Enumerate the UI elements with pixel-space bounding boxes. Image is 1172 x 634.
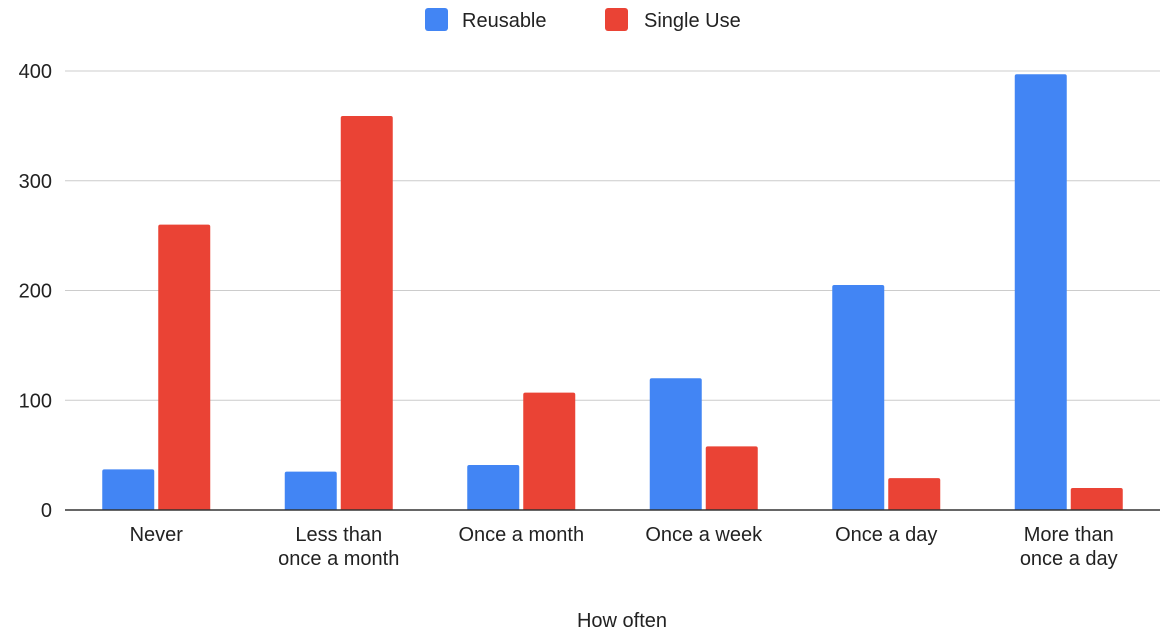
x-tick-label-line: Never bbox=[130, 524, 184, 546]
bar-single-use bbox=[1070, 488, 1123, 510]
y-tick-label: 300 bbox=[19, 171, 52, 193]
legend-swatch bbox=[605, 8, 628, 31]
x-axis-title: How often bbox=[577, 610, 667, 632]
x-tick-label: More than once a day bbox=[1020, 524, 1118, 570]
x-tick-label: Once a week bbox=[645, 524, 763, 546]
bar-reusable bbox=[832, 285, 885, 510]
bar-reusable bbox=[649, 378, 702, 510]
legend-label: Single Use bbox=[644, 10, 741, 32]
x-tick-label-line: Once a month bbox=[458, 524, 584, 546]
x-tick-label: Less than once a month bbox=[278, 524, 399, 570]
bar-reusable bbox=[467, 465, 520, 510]
x-tick-label: Never bbox=[130, 524, 184, 546]
legend-label: Reusable bbox=[462, 10, 547, 32]
x-tick-label: Once a month bbox=[458, 524, 584, 546]
bar-single-use bbox=[158, 224, 211, 510]
bar-reusable bbox=[102, 469, 155, 510]
x-tick-label-line: Less than bbox=[295, 524, 382, 546]
bar-single-use bbox=[523, 392, 576, 510]
y-axis-ticks: 0 100 200 300 400 bbox=[19, 61, 52, 522]
x-tick-label-line: More than bbox=[1024, 524, 1114, 546]
gridlines bbox=[65, 70, 1160, 401]
legend-swatch bbox=[425, 8, 448, 31]
x-tick-label: Once a day bbox=[835, 524, 937, 546]
x-axis-labels: Never Less than once a month Once a month On… bbox=[130, 524, 1118, 570]
y-tick-label: 400 bbox=[19, 61, 52, 83]
y-tick-label: 200 bbox=[19, 281, 52, 303]
x-tick-label-line: Once a week bbox=[645, 524, 763, 546]
x-tick-label-line: Once a day bbox=[835, 524, 937, 546]
y-tick-label: 100 bbox=[19, 390, 52, 412]
bar-reusable bbox=[284, 471, 337, 510]
y-tick-label: 0 bbox=[41, 500, 52, 522]
bar-single-use bbox=[705, 446, 758, 510]
legend: Reusable Single Use bbox=[425, 8, 741, 32]
x-tick-label-line: once a day bbox=[1020, 548, 1118, 570]
x-tick-label-line: once a month bbox=[278, 548, 399, 570]
bar-single-use bbox=[888, 478, 941, 510]
bars bbox=[102, 74, 1123, 510]
bar-reusable bbox=[1014, 74, 1067, 510]
bar-single-use bbox=[340, 115, 393, 510]
